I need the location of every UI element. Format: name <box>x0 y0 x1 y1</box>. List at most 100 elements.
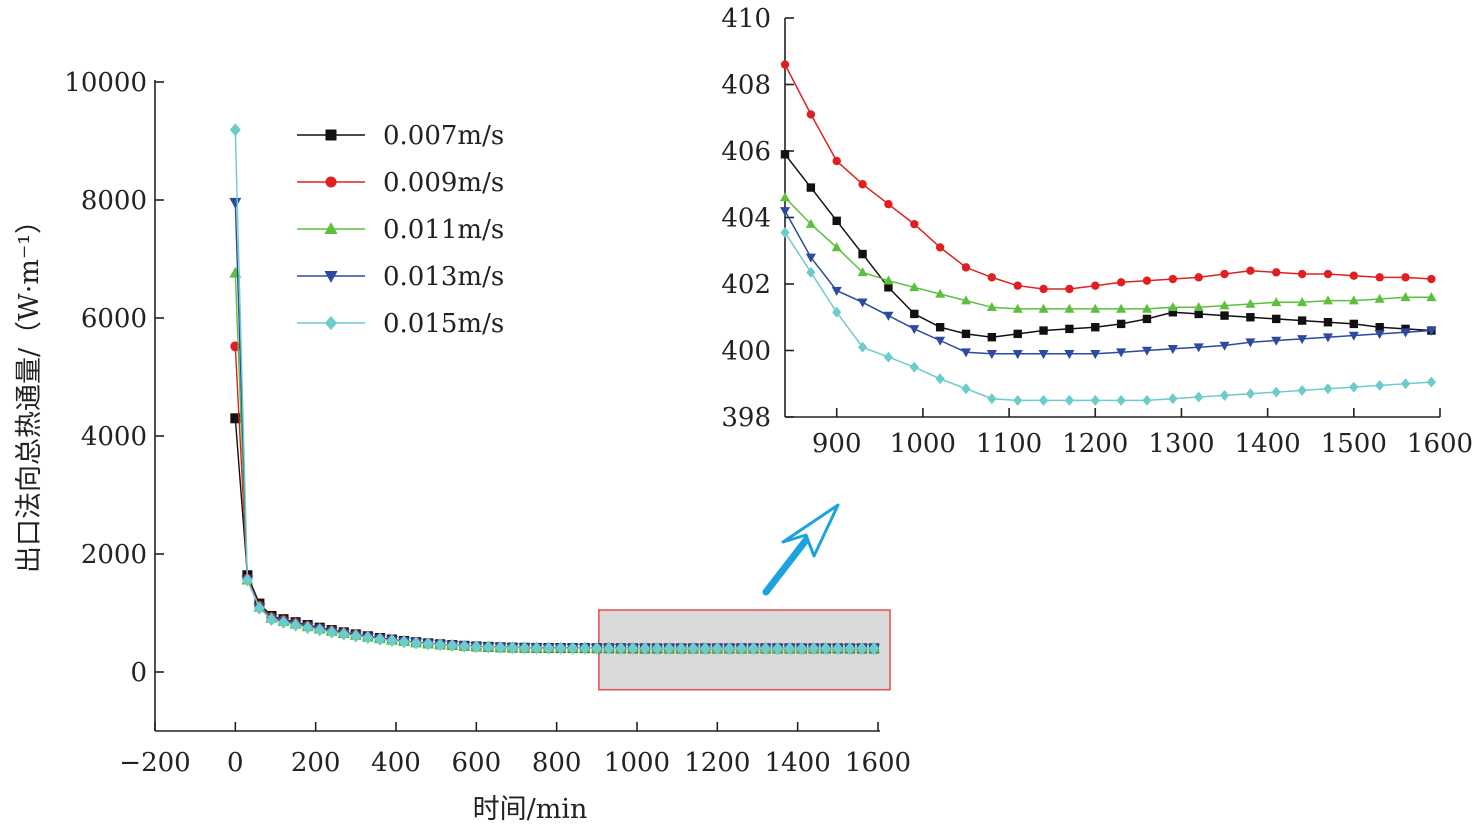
inset-data-point <box>1426 292 1437 302</box>
data-point <box>338 627 350 641</box>
series-line <box>234 346 874 649</box>
inset-data-point <box>1168 308 1178 317</box>
inset-data-point <box>806 110 816 119</box>
inset-data-point <box>779 207 791 217</box>
data-point <box>374 632 386 646</box>
data-point <box>458 639 470 653</box>
inset-data-point <box>1375 323 1384 332</box>
inset-data-point <box>1271 297 1282 307</box>
inset-x-tick-label: 1100 <box>976 429 1042 459</box>
y-tick-label: 8000 <box>81 186 147 216</box>
data-point <box>482 640 494 654</box>
data-point <box>711 641 723 655</box>
inset-data-point <box>1038 350 1049 360</box>
inset-data-point <box>780 227 790 238</box>
data-point <box>229 266 242 278</box>
inset-data-point <box>1375 379 1385 391</box>
inset-series-line <box>784 210 1432 355</box>
inset-data-point <box>1323 318 1333 327</box>
inset-data-point <box>910 309 919 319</box>
data-point <box>314 623 326 637</box>
legend-label: 0.011m/s <box>383 215 504 245</box>
legend-marker <box>324 222 338 234</box>
inset-data-point <box>1065 324 1074 334</box>
data-point <box>410 636 422 650</box>
inset-data-point <box>1245 338 1256 348</box>
inset-data-point <box>1271 386 1281 398</box>
data-point <box>699 641 711 655</box>
inset-data-point <box>1297 384 1307 396</box>
inset-data-point <box>832 156 841 166</box>
inset-data-point <box>909 325 920 335</box>
inset-data-point <box>1013 329 1022 339</box>
inset-data-point <box>1116 303 1127 313</box>
data-point <box>796 641 808 655</box>
inset-data-point <box>780 60 790 69</box>
inset-data-point <box>857 298 868 308</box>
inset-data-point <box>858 180 867 189</box>
y-tick-label: 6000 <box>81 304 147 334</box>
data-point <box>603 641 615 655</box>
inset-data-point <box>832 306 842 318</box>
inset-data-point <box>1167 345 1178 355</box>
inset-series-markers <box>780 60 1436 294</box>
y-axis-title: 出口法向总热通量/（W·m⁻¹） <box>14 207 45 573</box>
inset-data-point <box>935 336 946 346</box>
inset-y-tick-label: 410 <box>721 4 771 34</box>
data-point <box>555 641 567 655</box>
inset-data-point <box>806 266 816 278</box>
inset-data-point <box>1039 284 1048 294</box>
data-point <box>760 641 772 655</box>
data-point <box>772 641 784 655</box>
inset-x-tick-label: 1300 <box>1148 429 1214 459</box>
inset-series-markers <box>780 150 1436 342</box>
x-tick-label: 0 <box>227 748 244 778</box>
inset-data-point <box>1116 278 1126 287</box>
data-point <box>241 573 253 587</box>
data-point <box>302 621 314 635</box>
inset-data-point <box>1427 274 1436 284</box>
series-markers <box>229 123 880 655</box>
inset-y-tick-label: 404 <box>721 204 771 234</box>
inset-data-point <box>1297 297 1308 307</box>
inset-data-point <box>1349 271 1359 280</box>
inset-data-point <box>1246 266 1255 275</box>
inset-data-point <box>1322 295 1334 305</box>
inset-data-point <box>1323 269 1333 279</box>
x-tick-label: 1000 <box>604 748 670 778</box>
inset-data-point <box>1219 341 1230 351</box>
inset-data-point <box>1064 350 1075 360</box>
inset-data-point <box>884 283 893 292</box>
data-point <box>326 625 338 639</box>
inset-data-point <box>1141 303 1153 313</box>
data-point <box>422 637 434 651</box>
data-point <box>446 639 458 653</box>
inset-data-point <box>1012 350 1023 360</box>
data-point <box>844 641 856 655</box>
y-tick-label: 2000 <box>81 540 147 570</box>
inset-data-point <box>1116 348 1127 358</box>
inset-x-tick-label: 1400 <box>1235 429 1301 459</box>
inset-data-point <box>1219 389 1230 401</box>
data-point <box>265 612 277 626</box>
x-tick-label: 400 <box>371 748 421 778</box>
inset-data-point <box>986 350 997 360</box>
inset-data-point <box>883 311 894 321</box>
inset-data-point <box>1426 376 1437 388</box>
inset-data-point <box>1220 311 1229 320</box>
inset-data-point <box>1349 319 1359 329</box>
inset-data-point <box>1090 350 1101 360</box>
inset-data-point <box>779 192 791 202</box>
inset-y-tick-label: 408 <box>721 71 771 101</box>
inset-data-point <box>1142 314 1152 324</box>
inset-data-point <box>1297 269 1307 279</box>
data-point <box>506 641 518 655</box>
inset-axes: 900 1000 1100 1200 1300 1400 1500 1600 398 400 402… <box>721 4 1473 459</box>
x-tick-label: −200 <box>119 748 190 778</box>
data-point <box>398 635 410 649</box>
data-point <box>567 641 579 655</box>
inset-data-point <box>1090 303 1101 313</box>
inset-data-point <box>1401 273 1410 282</box>
inset-data-point <box>1193 302 1204 312</box>
inset-data-point <box>857 267 868 277</box>
